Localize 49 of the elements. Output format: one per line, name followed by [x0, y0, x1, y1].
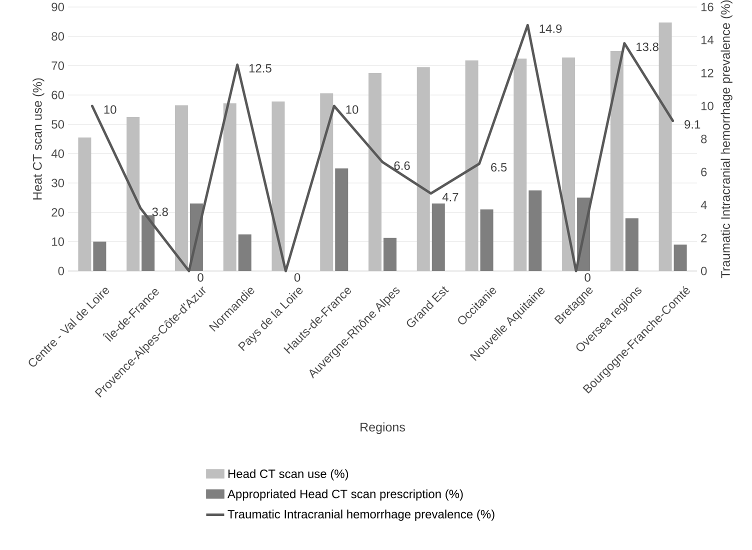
y-tick-label: 90	[52, 2, 64, 12]
bar	[480, 209, 494, 271]
y2-tick-label: 12	[701, 68, 714, 78]
y2-tick-label: 6	[701, 168, 707, 176]
bar	[625, 218, 638, 271]
data-label: 0	[198, 273, 204, 282]
y2-tick-label: 14	[701, 36, 714, 44]
bar	[432, 204, 445, 271]
y2-tick-label: 10	[701, 102, 714, 110]
line-series	[90, 24, 674, 272]
data-label: 9.1	[684, 120, 700, 129]
y2-tick-label: 8	[701, 134, 707, 144]
data-label: 0	[584, 273, 590, 282]
data-label: 12.5	[249, 64, 272, 73]
data-label: 3.8	[152, 208, 168, 216]
y-tick-label: 70	[52, 61, 64, 70]
y-tick-label: 80	[52, 32, 64, 41]
y2-tick-label: 16	[701, 2, 714, 12]
legend-label: Traumatic Intracranial hemorrhage prevalence (%)	[228, 510, 494, 521]
data-label: 0	[294, 273, 300, 282]
data-label: 6.6	[394, 161, 410, 170]
bar	[384, 238, 397, 271]
y-tick-label: 50	[52, 120, 64, 129]
data-label: 6.5	[491, 163, 507, 172]
data-label: 10	[104, 105, 116, 114]
y2-tick-label: 0	[701, 266, 707, 276]
data-label: 4.7	[442, 193, 458, 202]
y-tick-label: 20	[52, 208, 64, 217]
legend-label: Appropriated Head CT scan prescription (%)	[227, 489, 463, 501]
bar	[142, 215, 155, 271]
bar	[335, 168, 348, 271]
data-label: 10	[346, 105, 358, 114]
y2-axis-title: Traumatic Intracranial hemorrhage prevalence (%)	[720, 0, 732, 278]
y-tick-label: 60	[52, 90, 64, 100]
y-tick-label: 30	[52, 178, 64, 188]
y2-tick-label: 4	[700, 200, 707, 210]
bar	[528, 190, 542, 271]
data-label: 14.9	[540, 24, 562, 33]
data-label: 13.8	[636, 42, 658, 52]
y-axis-title: Heat CT scan use (%)	[32, 78, 44, 200]
y-tick-label: 10	[52, 237, 64, 246]
y-tick-label: 40	[51, 149, 64, 158]
bar	[238, 234, 252, 271]
legend-label: Head CT scan use (%)	[228, 469, 348, 480]
y-tick-label: 0	[58, 266, 64, 276]
bar	[93, 242, 106, 271]
x-axis-title: Regions	[360, 422, 405, 434]
y2-tick-label: 2	[701, 234, 707, 242]
bar	[674, 244, 687, 271]
